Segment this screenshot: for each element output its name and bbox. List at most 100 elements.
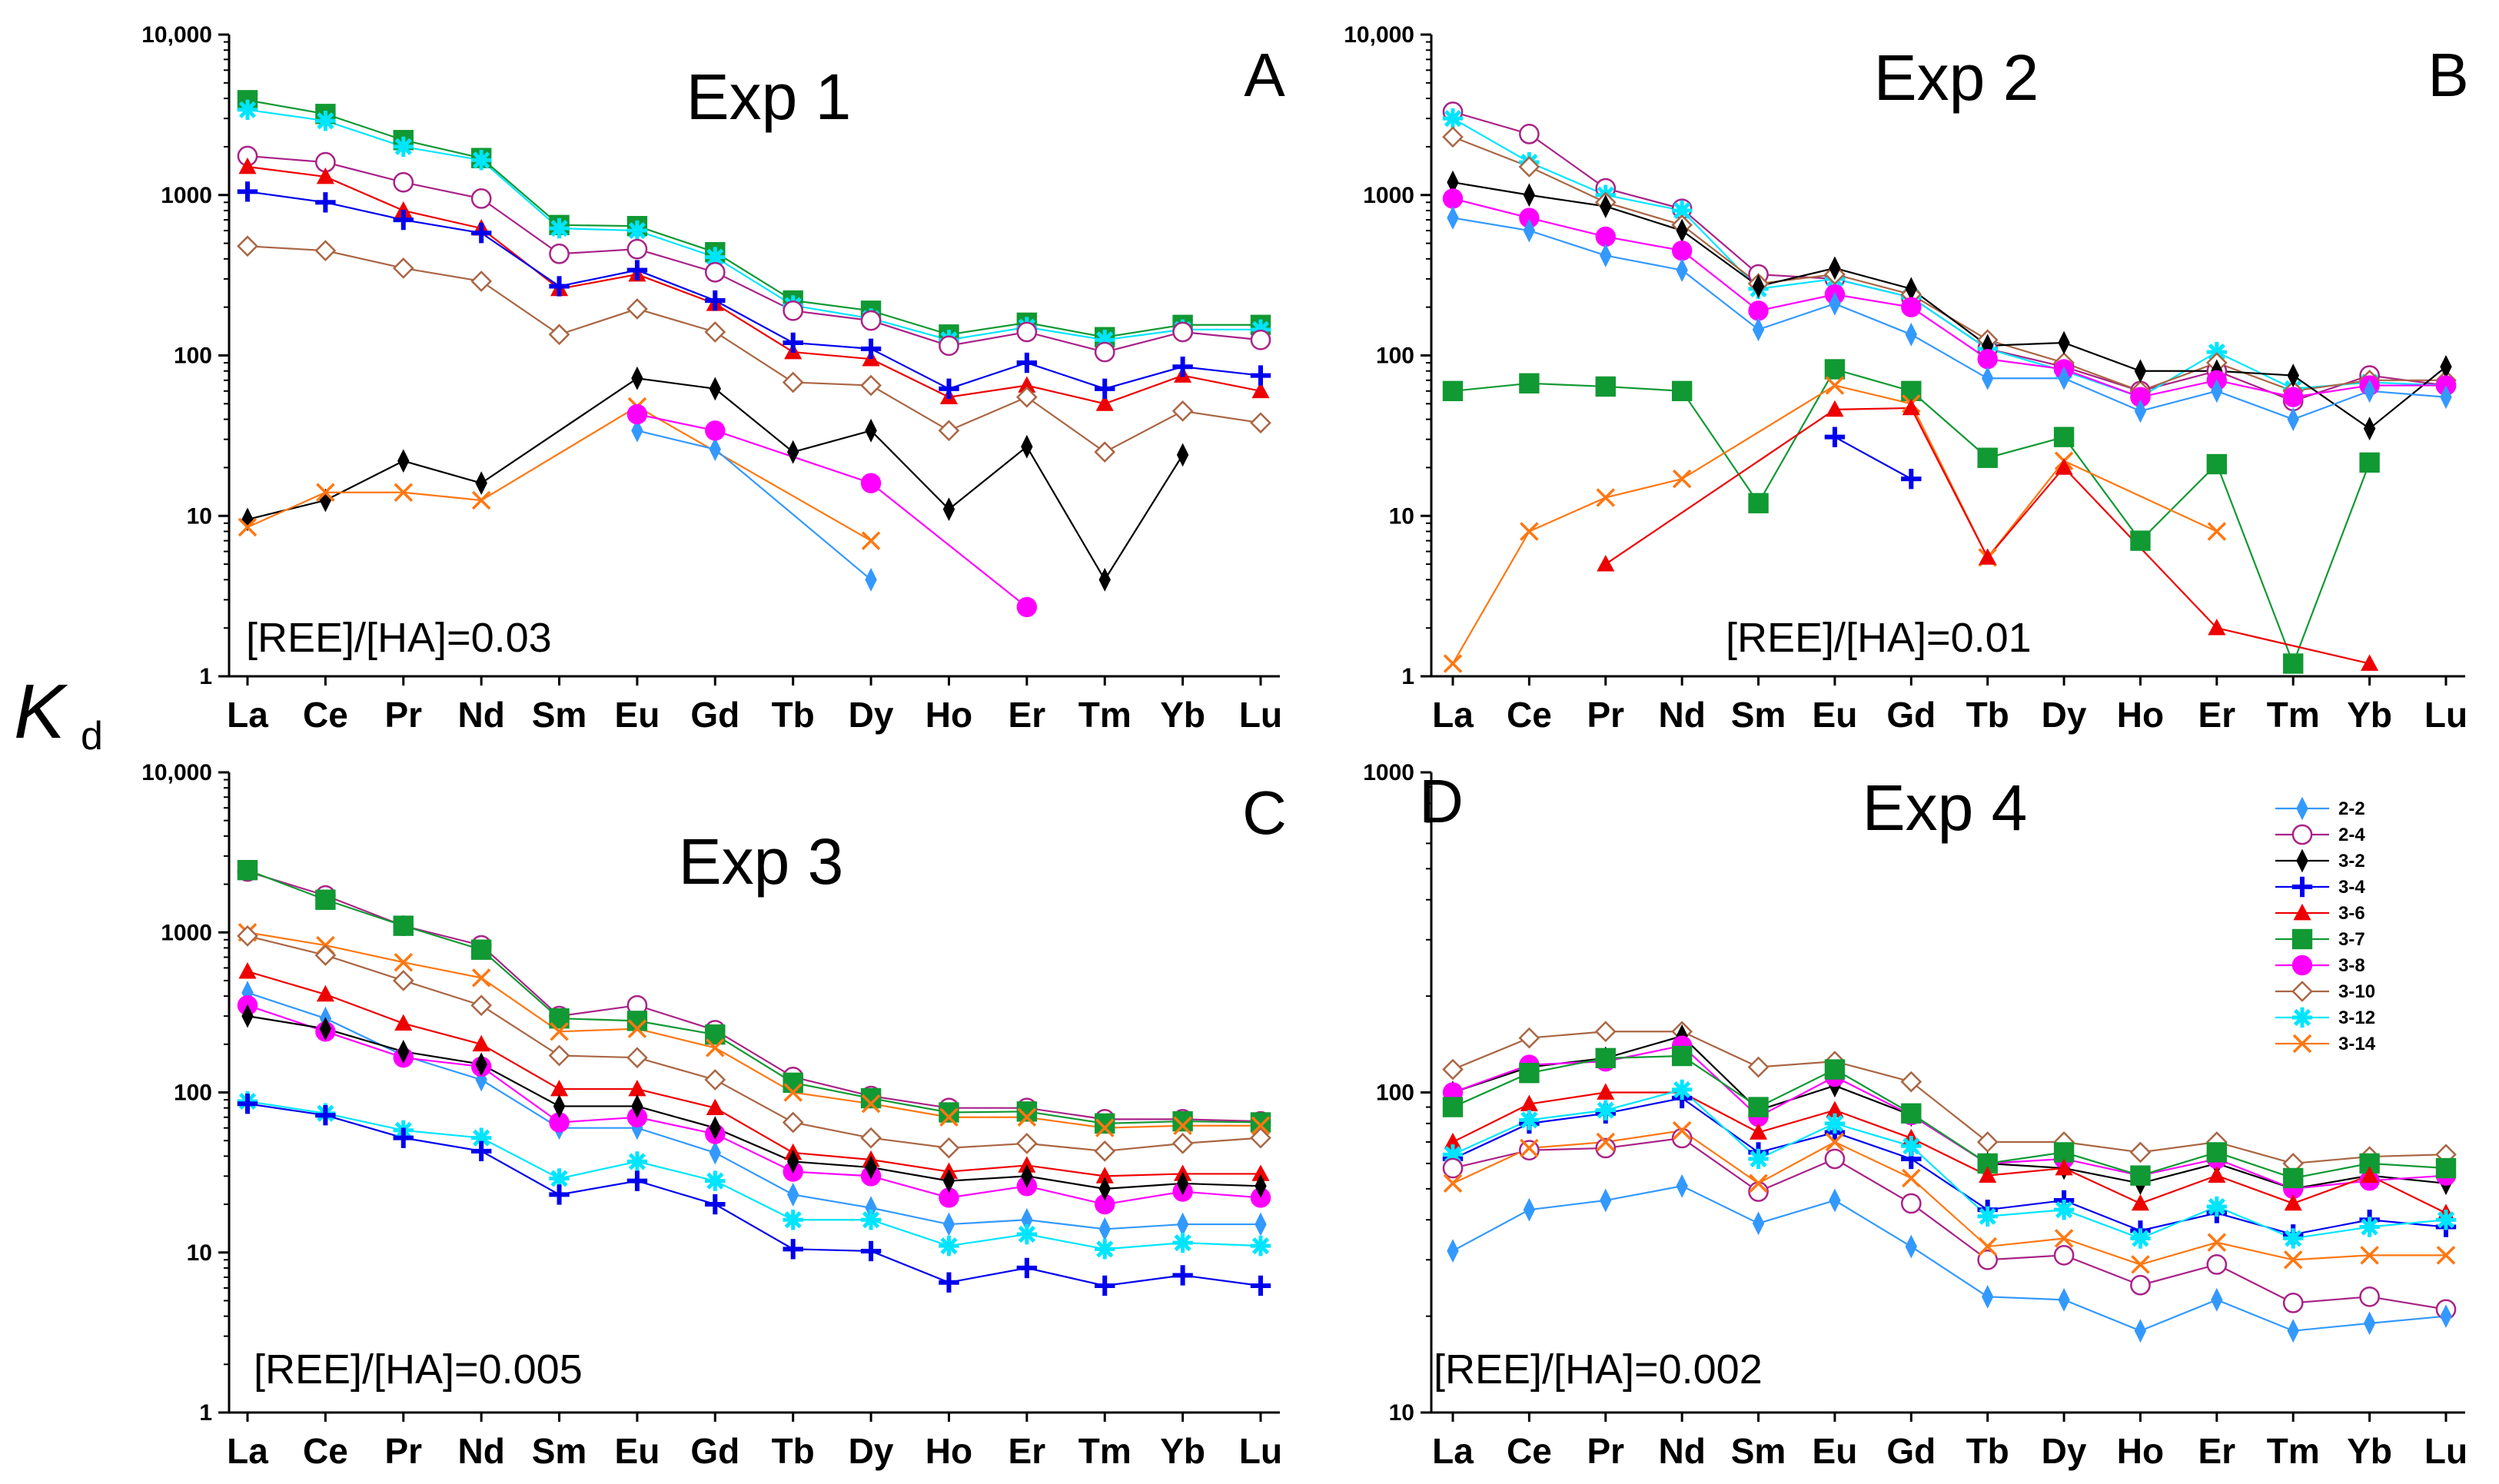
panel-a-xtick-label-la: La: [227, 695, 268, 735]
legend-marker-3-10: [2291, 981, 2313, 1002]
panel-d-series-2-2-point-gd: [1905, 1234, 1918, 1259]
panel-b-series-3-8-point-tm: [2283, 387, 2304, 407]
panel-a-series-3-4-point-la: [237, 181, 258, 202]
panel-c-series-3-2-line: [247, 1015, 1261, 1190]
panel-b-series-3-7-point-nd: [1671, 380, 1693, 402]
panel-d-series-3-6-point-yb: [2361, 1166, 2379, 1183]
panel-d-xtick-label-tm: Tm: [2267, 1431, 2320, 1471]
panel-a-series-3-14-point-dy: [861, 531, 881, 550]
panel-a-series-3-12-point-la-core: [242, 105, 253, 115]
legend-marker-3-7: [2291, 928, 2313, 950]
panel-b-series-3-6-point-tb: [1979, 548, 1997, 565]
panel-b-series-3-8-point-ce: [1519, 207, 1540, 228]
panel-b-series-2-2-point-ho: [2134, 399, 2147, 423]
panel-a-series-3-2-point-yb: [1176, 443, 1189, 467]
panel-a-series-3-4-point-ce: [315, 192, 336, 213]
panel-b-series-3-7-point-ho: [2130, 530, 2151, 551]
panel-c-series-2-2-point-tb: [786, 1183, 799, 1207]
panel-d-series-3-7-point-lu: [2435, 1157, 2457, 1179]
panel-c-xtick-label-sm: Sm: [532, 1431, 587, 1471]
panel-c-series-3-10-point-lu: [1250, 1127, 1271, 1149]
panel-d-series-2-2-point-ce: [1523, 1197, 1536, 1222]
panel-d-series-2-4-line: [1452, 1137, 2447, 1310]
panel-a-ytick-label: 10,000: [141, 22, 212, 48]
panel-b-series-3-2-point-lu: [2440, 354, 2452, 379]
panel-a-series-3-4-point-pr: [393, 209, 414, 231]
panel-b-series-2-2-point-lu: [2440, 385, 2452, 410]
panel-c-series-3-2-point-yb: [1176, 1171, 1189, 1196]
panel-b-axes: 1 10 100 1000 10,000 La Ce Pr Nd Sm Eu Gd Tb Dy Ho Er Tm…: [1344, 22, 2467, 735]
panel-b-annotation: [REE]/[HA]=0.01: [1726, 615, 2032, 661]
panel-a-xtick-label-sm: Sm: [532, 695, 587, 735]
panel-c-series-3-10-point-gd: [704, 1069, 726, 1091]
panel-a-xtick-label-gd: Gd: [690, 695, 739, 735]
panel-a-annotation: [REE]/[HA]=0.03: [246, 615, 552, 661]
panel-c-series-3-6-point-tm: [1095, 1167, 1114, 1184]
panel-a-series-3-2-point-er: [1021, 434, 1033, 459]
panel-b-series-3-12-line: [1452, 118, 2447, 398]
panel-d-series-3-12-point-gd-core: [1906, 1140, 1916, 1151]
panel-c-xtick-label-ho: Ho: [925, 1431, 972, 1471]
panel-a-series-3-4-point-sm: [549, 276, 570, 297]
panel-a-series-3-4-point-ho: [939, 378, 959, 400]
legend-label-3-6: 3-6: [2338, 903, 2365, 924]
legend-marker-3-14: [2292, 1034, 2312, 1054]
panel-c-series-3-7-point-tm: [1095, 1113, 1115, 1134]
panel-c-series-3-6-point-sm: [550, 1079, 569, 1097]
panel-b-series-3-7-point-dy: [2053, 427, 2075, 447]
panel-b-xtick-label-ho: Ho: [2117, 695, 2164, 735]
panel-d-series-3-12-point-ce-core: [1524, 1114, 1534, 1125]
panel-a-series-3-10-point-eu: [626, 298, 648, 320]
panel-c-series-3-10-point-er: [1015, 1133, 1038, 1154]
panel-d-xtick-label-ho: Ho: [2117, 1431, 2164, 1471]
panel-d-series-3-12-point-la-core: [1447, 1149, 1458, 1160]
panel-d-series-3-6-line: [1452, 1091, 2447, 1214]
panel-c-ytick-label: 1: [199, 1400, 212, 1426]
panel-c-series-3-6-point-gd: [706, 1098, 724, 1116]
panel-c-xtick-label-dy: Dy: [849, 1431, 894, 1471]
panel-b-series-3-12-point-la-core: [1447, 113, 1458, 124]
panel-a-series-2-4-point-tm: [1094, 341, 1115, 363]
panel-d-series-3-14-point-dy: [2054, 1229, 2074, 1248]
panel-a-series-3-12-point-eu-core: [632, 225, 643, 236]
panel-c-series-3-14-point-ho: [939, 1107, 959, 1127]
panel-a-series-3-14-point-la: [238, 517, 258, 537]
panel-a-series-3-14-line: [247, 405, 872, 542]
panel-a-series-3-4-line: [247, 191, 1261, 390]
panel-d-series-2-4-point-dy: [2053, 1244, 2075, 1266]
panel-c-series-3-12-point-ho-core: [943, 1240, 955, 1251]
panel-b-series-3-7-point-eu: [1824, 359, 1846, 380]
panel-c-series-3-7-point-la: [237, 860, 258, 881]
panel-a-series-2-4-point-ho: [939, 335, 959, 357]
panel-a-series-3-14-point-nd: [471, 490, 491, 510]
panel-a-title: Exp 1: [686, 61, 852, 133]
panel-a-series-3-10-point-gd: [704, 321, 726, 343]
legend-label-3-4: 3-4: [2338, 877, 2365, 898]
panel-d-series-3-10-point-la: [1442, 1058, 1464, 1081]
panel-b-series-3-10-point-la: [1442, 126, 1464, 148]
panel-a-series-3-4-point-yb: [1172, 357, 1193, 377]
panel-a-series-3-2-point-gd: [709, 377, 722, 401]
panel-d-xtick-label-yb: Yb: [2347, 1431, 2392, 1471]
panel-d-series-3-7-point-ho: [2130, 1165, 2151, 1186]
panel-d-series-3-10-point-ce: [1518, 1027, 1540, 1049]
panel-d-series-3-7-point-sm: [1748, 1097, 1769, 1117]
panel-c-series-3-2-point-ce: [319, 1017, 332, 1041]
panel-a-series-3-2-point-tb: [786, 440, 799, 464]
panel-b-xtick-label-lu: Lu: [2424, 695, 2467, 735]
panel-a-series-2-2-point-dy: [865, 567, 877, 592]
panel-d-series-3-14-point-gd: [1902, 1168, 1921, 1188]
panel-c-series-3-4-point-gd: [705, 1194, 726, 1215]
panel-c-xtick-label-ce: Ce: [303, 1431, 348, 1471]
panel-a-xtick-label-eu: Eu: [615, 695, 660, 735]
panel-a-series-3-12-point-nd-core: [476, 154, 487, 165]
panel-c-series-3-4-point-la: [237, 1094, 258, 1114]
panel-c-series-3-8-point-sm: [549, 1112, 570, 1133]
panel-c-xtick-label-lu: Lu: [1239, 1431, 1282, 1471]
panel-c-series-3-10-point-nd: [470, 994, 493, 1017]
panel-d-series-2-2-point-lu: [2440, 1304, 2452, 1329]
panel-b-series-3-8-point-pr: [1595, 226, 1616, 247]
panel-a-series-2-4-point-yb: [1172, 321, 1193, 343]
panel-b-series-3-7-point-pr: [1595, 376, 1616, 397]
